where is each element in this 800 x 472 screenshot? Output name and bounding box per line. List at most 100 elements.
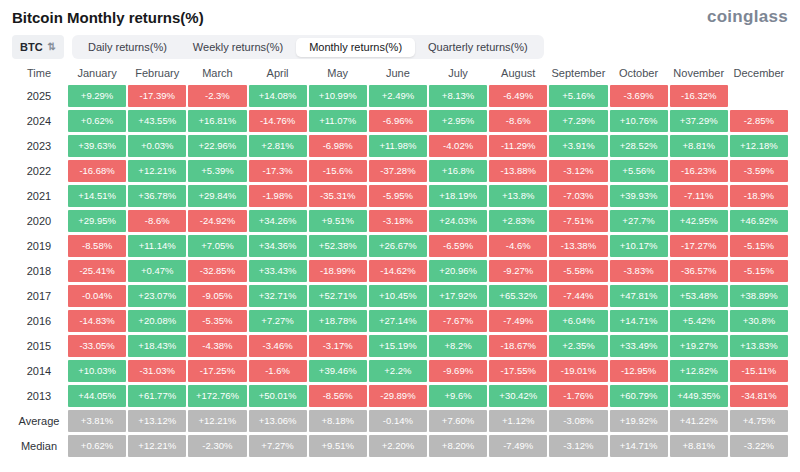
return-cell: -33.05% [68,335,126,357]
return-cell: +12.21% [128,435,186,457]
returns-period-tabs: Daily returns(%) Weekly returns(%) Month… [72,35,544,59]
return-cell: +5.16% [549,85,607,107]
row-label-2014: 2014 [12,360,66,382]
col-header-february: February [128,62,186,82]
return-cell: -17.27% [670,235,728,257]
return-cell: +449.35% [670,385,728,407]
return-cell: -9.69% [429,360,487,382]
return-cell: +10.76% [610,110,668,132]
sort-arrows-icon: ⇅ [48,42,56,52]
return-cell: -17.25% [188,360,246,382]
return-cell: +14.51% [68,185,126,207]
return-cell: -8.56% [309,385,367,407]
return-cell: -0.14% [369,410,427,432]
return-cell: +42.95% [670,210,728,232]
return-cell: -12.95% [610,360,668,382]
col-header-may: May [309,62,367,82]
col-header-january: January [68,62,126,82]
return-cell: +36.78% [128,185,186,207]
return-cell: +2.20% [369,435,427,457]
return-cell: +5.56% [610,160,668,182]
return-cell: -17.55% [489,360,547,382]
return-cell: -5.35% [188,310,246,332]
return-cell: -9.05% [188,285,246,307]
return-cell: +23.07% [128,285,186,307]
return-cell: +2.83% [489,210,547,232]
return-cell: +38.89% [730,285,788,307]
return-cell: +20.96% [429,260,487,282]
return-cell: -17.3% [249,160,307,182]
return-cell: +32.71% [249,285,307,307]
return-cell: +43.55% [128,110,186,132]
return-cell: +11.14% [128,235,186,257]
row-label-2017: 2017 [12,285,66,307]
return-cell: +18.43% [128,335,186,357]
return-cell: +34.26% [249,210,307,232]
return-cell: +9.51% [309,435,367,457]
return-cell: -4.38% [188,335,246,357]
return-cell: -7.67% [429,310,487,332]
tab-monthly-returns[interactable]: Monthly returns(%) [296,38,415,57]
return-cell: +11.07% [309,110,367,132]
return-cell: -18.9% [730,185,788,207]
return-cell: -3.12% [549,160,607,182]
return-cell: -16.23% [670,160,728,182]
return-cell: +19.92% [610,410,668,432]
return-cell: +12.82% [670,360,728,382]
return-cell: -7.51% [549,210,607,232]
col-header-august: August [489,62,547,82]
return-cell: +19.27% [670,335,728,357]
return-cell: +27.14% [369,310,427,332]
return-cell: +8.81% [670,435,728,457]
return-cell: -5.15% [730,260,788,282]
col-header-december: December [730,62,788,82]
return-cell: +16.81% [188,110,246,132]
return-cell: -7.11% [670,185,728,207]
return-cell: +8.20% [429,435,487,457]
return-cell: +8.81% [670,135,728,157]
return-cell: +18.78% [309,310,367,332]
return-cell: +8.18% [309,410,367,432]
col-header-march: March [188,62,246,82]
return-cell: +30.8% [730,310,788,332]
return-cell: +10.99% [309,85,367,107]
return-cell: +14.71% [610,435,668,457]
return-cell: -2.85% [730,110,788,132]
return-cell: +7.27% [249,310,307,332]
return-cell: -7.49% [489,435,547,457]
return-cell: +52.38% [309,235,367,257]
return-cell: +29.95% [68,210,126,232]
row-label-2020: 2020 [12,210,66,232]
return-cell: -3.46% [249,335,307,357]
return-cell: -14.62% [369,260,427,282]
return-cell: -9.27% [489,260,547,282]
row-label-2015: 2015 [12,335,66,357]
row-label-2013: 2013 [12,385,66,407]
tab-quarterly-returns[interactable]: Quarterly returns(%) [415,38,541,57]
return-cell: +8.13% [429,85,487,107]
return-cell: -19.01% [549,360,607,382]
symbol-select[interactable]: BTC ⇅ [12,35,64,59]
return-cell: +2.2% [369,360,427,382]
return-cell: +18.19% [429,185,487,207]
return-cell: +1.12% [489,410,547,432]
return-cell: +39.63% [68,135,126,157]
col-header-time: Time [12,62,66,82]
return-cell: +6.04% [549,310,607,332]
col-header-november: November [670,62,728,82]
return-cell: +8.2% [429,335,487,357]
return-cell: -37.28% [369,160,427,182]
return-cell: -6.96% [369,110,427,132]
return-cell: -4.6% [489,235,547,257]
return-cell: -7.03% [549,185,607,207]
return-cell: +0.62% [68,110,126,132]
row-label-2019: 2019 [12,235,66,257]
return-cell: -4.02% [429,135,487,157]
return-cell: +46.92% [730,210,788,232]
return-cell: -1.76% [549,385,607,407]
tab-weekly-returns[interactable]: Weekly returns(%) [180,38,296,57]
return-cell: -18.67% [489,335,547,357]
return-cell: -3.83% [610,260,668,282]
return-cell: -14.83% [68,310,126,332]
tab-daily-returns[interactable]: Daily returns(%) [75,38,180,57]
